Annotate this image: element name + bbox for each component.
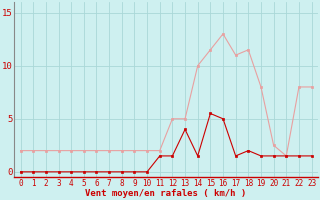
X-axis label: Vent moyen/en rafales ( km/h ): Vent moyen/en rafales ( km/h ) xyxy=(85,189,247,198)
